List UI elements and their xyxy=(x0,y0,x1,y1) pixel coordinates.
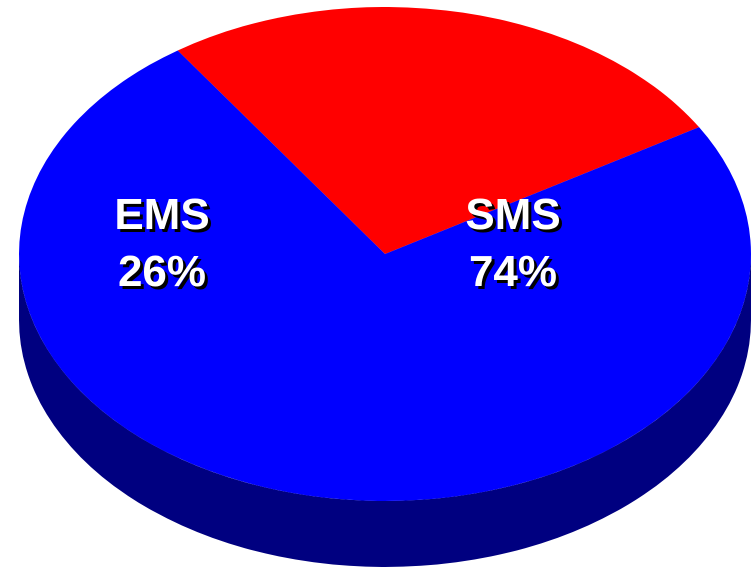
slice-name-label-sms: SMS xyxy=(465,190,560,239)
slice-percent-label-sms: 74% xyxy=(469,247,557,296)
pie-slice-ems xyxy=(177,7,700,255)
pie-tops xyxy=(18,7,751,502)
slice-label-shadow-ems-0: EMS xyxy=(117,193,212,242)
slice-label-shadow-sms-0: SMS xyxy=(468,193,563,242)
slice-label-shadow-sms-1: 74% xyxy=(472,250,560,299)
pie-slice-sms xyxy=(18,50,751,502)
pie-sides xyxy=(19,254,751,567)
slice-percent-label-ems: 26% xyxy=(118,247,206,296)
slice-name-label-ems: EMS xyxy=(114,190,209,239)
slice-label-shadow-ems-1: 26% xyxy=(121,250,209,299)
pie-side-sms-1 xyxy=(19,254,751,567)
